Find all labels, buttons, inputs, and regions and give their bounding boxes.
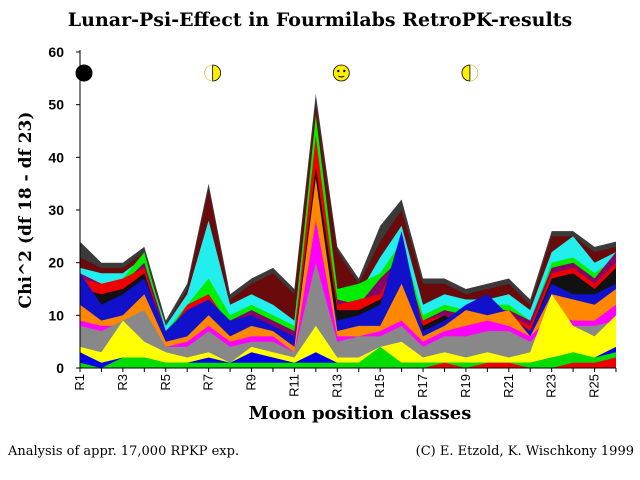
x-tick-label: R13: [329, 374, 344, 398]
x-tick-label: R19: [458, 374, 473, 398]
area-series-9: [80, 178, 616, 368]
footer-left: Analysis of appr. 17,000 RPKP exp.: [8, 444, 240, 459]
new-moon-icon: [75, 64, 93, 82]
full-moon-eye: [337, 69, 340, 73]
x-tick-label: R21: [501, 374, 516, 398]
x-tick-label: R3: [115, 374, 130, 391]
full-moon-eye: [343, 69, 346, 73]
y-tick-label: 10: [48, 307, 64, 323]
area-series-15: [80, 357, 616, 368]
x-tick-label: R7: [201, 374, 216, 391]
area-series-10: [80, 220, 616, 368]
y-tick-label: 0: [56, 360, 64, 376]
x-tick-label: R11: [286, 374, 301, 397]
first-quarter-moon-icon: [212, 64, 221, 82]
full-moon-icon: [332, 64, 350, 82]
y-axis-label-text: Chi^2 (df 18 - df 23): [16, 111, 36, 309]
x-tick-label: R25: [587, 374, 602, 398]
chart-title: Lunar-Psi-Effect in Fourmilabs RetroPK-r…: [67, 9, 573, 31]
x-tick-label: R5: [158, 374, 173, 391]
x-tick-label: R9: [244, 374, 259, 391]
last-quarter-moon-icon: [461, 64, 471, 82]
x-tick-label: R17: [415, 374, 430, 398]
footer-right: (C) E. Etzold, K. Wischkony 1999: [415, 444, 634, 459]
first-quarter-moon-outline: [204, 64, 213, 82]
x-tick-label: R23: [544, 374, 559, 398]
y-tick-label: 40: [48, 149, 64, 165]
y-tick-label: 20: [48, 255, 64, 271]
area-series-11: [80, 262, 616, 368]
x-tick-label: R15: [372, 374, 387, 398]
full-moon-mouth: [338, 75, 345, 78]
y-tick-label: 50: [48, 97, 64, 113]
x-tick-label: R1: [72, 374, 87, 391]
y-tick-label: 30: [48, 202, 64, 218]
last-quarter-moon-outline: [469, 64, 479, 82]
x-axis-label: Moon position classes: [248, 403, 472, 424]
y-tick-label: 60: [48, 44, 64, 60]
area-series-14: [80, 346, 616, 368]
